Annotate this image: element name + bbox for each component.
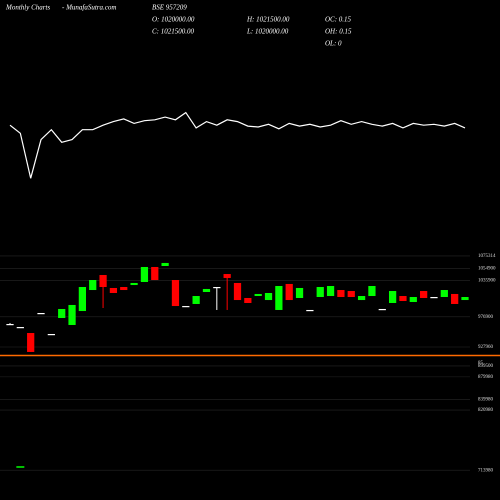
y-tick-label: 1075314 [478,254,496,259]
candle-body [37,313,45,315]
ohlc-stat: OC: 0.15 [325,16,352,24]
ohlc-stat: OL: 0 [325,40,342,48]
ohlc-stat: OH: 0.15 [325,28,352,36]
candle-body [326,286,335,297]
candle-body [171,280,180,307]
candle-body [316,286,324,298]
y-tick-label: 976900 [478,315,494,320]
y-tick-label: 713980 [478,468,494,473]
candle-body [368,286,376,297]
candle-body [275,286,283,310]
candle-body [420,291,428,298]
ohlc-stat: H: 1021500.00 [246,16,290,24]
candle-body [264,292,273,301]
candle-body [337,290,345,298]
candle-body [223,274,231,278]
y-tick-label: 899500 [478,364,494,369]
candle-body [430,297,438,299]
candle-body [285,283,293,301]
candle-body [99,275,107,287]
candle-body [440,290,448,298]
candle-body [151,266,159,281]
candle-body [254,293,262,297]
candle-body [68,304,76,325]
candle-body [244,297,252,303]
y-tick-label: 1035900 [478,278,496,283]
y-tick-label: 927960 [478,345,494,350]
candle-body [388,291,397,303]
y-tick-label: 1054900 [478,267,496,272]
candle-body [27,333,35,352]
indicator-line [9,111,466,179]
chart-title: Monthly Charts [5,4,50,12]
candle-body [130,282,138,286]
y-tick-label: 879980 [478,375,494,380]
candle-body [378,308,386,311]
candle-body [357,296,366,301]
panel-label: 85 [478,361,484,366]
ohlc-stat: O: 1020000.00 [152,16,195,24]
candle-body [120,286,128,291]
candle-body [451,293,459,304]
symbol: BSE 957209 [152,4,187,12]
candle-body [161,262,169,266]
candle-body [399,296,407,302]
candle-body [47,334,55,336]
candle-body [89,280,97,291]
candle-body [213,286,221,289]
y-tick-label: 820980 [478,408,494,413]
candle-body [461,297,469,301]
candle-body [140,266,149,282]
candle-body [58,308,66,319]
candle-body [16,327,24,329]
candle-body [78,286,87,312]
candle-body [295,287,304,298]
candle-body [192,296,200,304]
y-tick-label: 839980 [478,397,494,402]
candle-body [233,282,242,301]
candle-body [409,297,417,303]
ohlc-stat: C: 1021500.00 [152,28,195,36]
candle-body [182,306,190,308]
site-name: - MunafaSutra.com [62,4,116,12]
ohlc-stat: L: 1020000.00 [246,28,289,36]
candle-body [306,309,314,312]
candle-body [202,288,211,292]
candle-body [347,291,355,298]
candle-body [6,323,14,326]
candle-body [109,287,118,293]
